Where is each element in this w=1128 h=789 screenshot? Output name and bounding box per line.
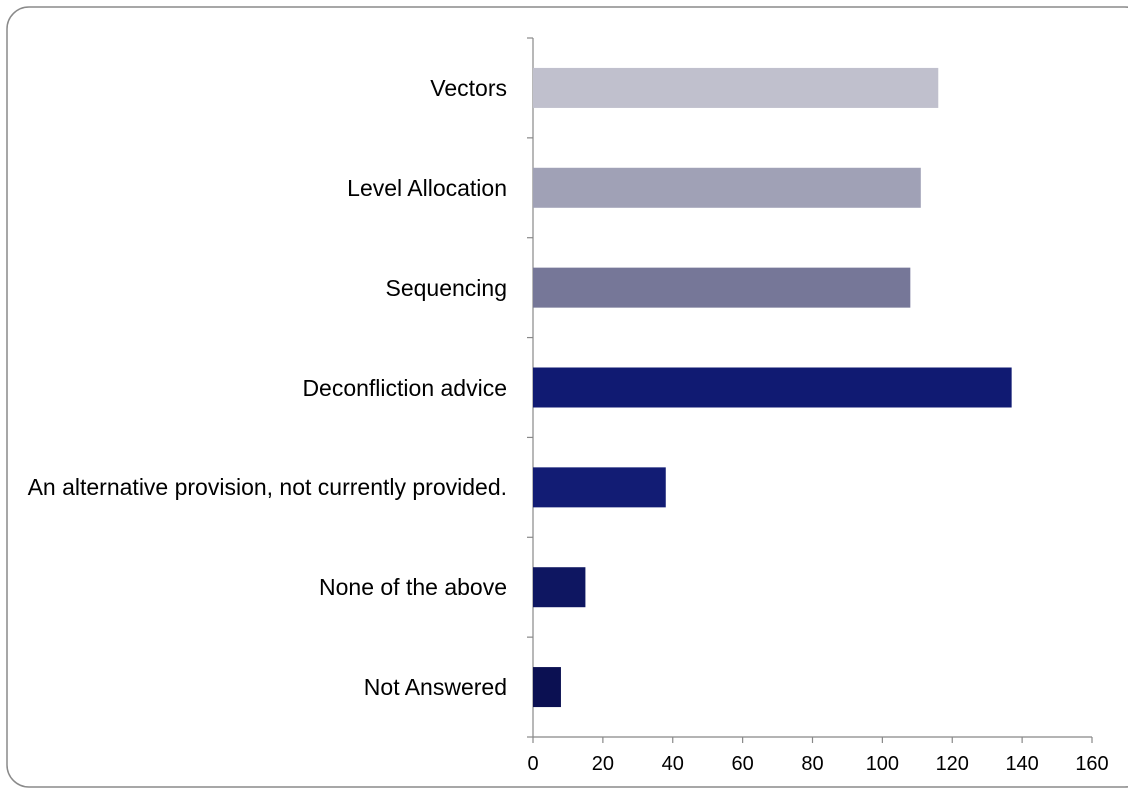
- bar: [533, 567, 586, 608]
- category-label: An alternative provision, not currently …: [27, 474, 507, 501]
- category-label: Level Allocation: [347, 174, 507, 201]
- x-tick-label: 40: [662, 753, 684, 775]
- x-tick-label: 100: [866, 753, 899, 775]
- bar: [533, 167, 921, 208]
- x-tick-label: 60: [732, 753, 754, 775]
- category-label: Vectors: [430, 74, 507, 101]
- x-tick-label: 80: [801, 753, 823, 775]
- x-tick-label: 120: [936, 753, 969, 775]
- category-label: Sequencing: [385, 274, 508, 301]
- bar: [533, 367, 1012, 408]
- x-tick-label: 20: [592, 753, 614, 775]
- bar: [533, 667, 561, 708]
- category-label: Not Answered: [363, 674, 507, 701]
- category-label: None of the above: [319, 574, 507, 601]
- x-tick-label: 140: [1005, 753, 1038, 775]
- x-tick-label: 160: [1075, 753, 1108, 775]
- bar: [533, 467, 666, 508]
- category-label: Deconfliction advice: [302, 374, 507, 401]
- frame-border: [6, 6, 1128, 788]
- x-tick-label: 0: [527, 753, 538, 775]
- bar: [533, 67, 939, 108]
- bar: [533, 267, 911, 308]
